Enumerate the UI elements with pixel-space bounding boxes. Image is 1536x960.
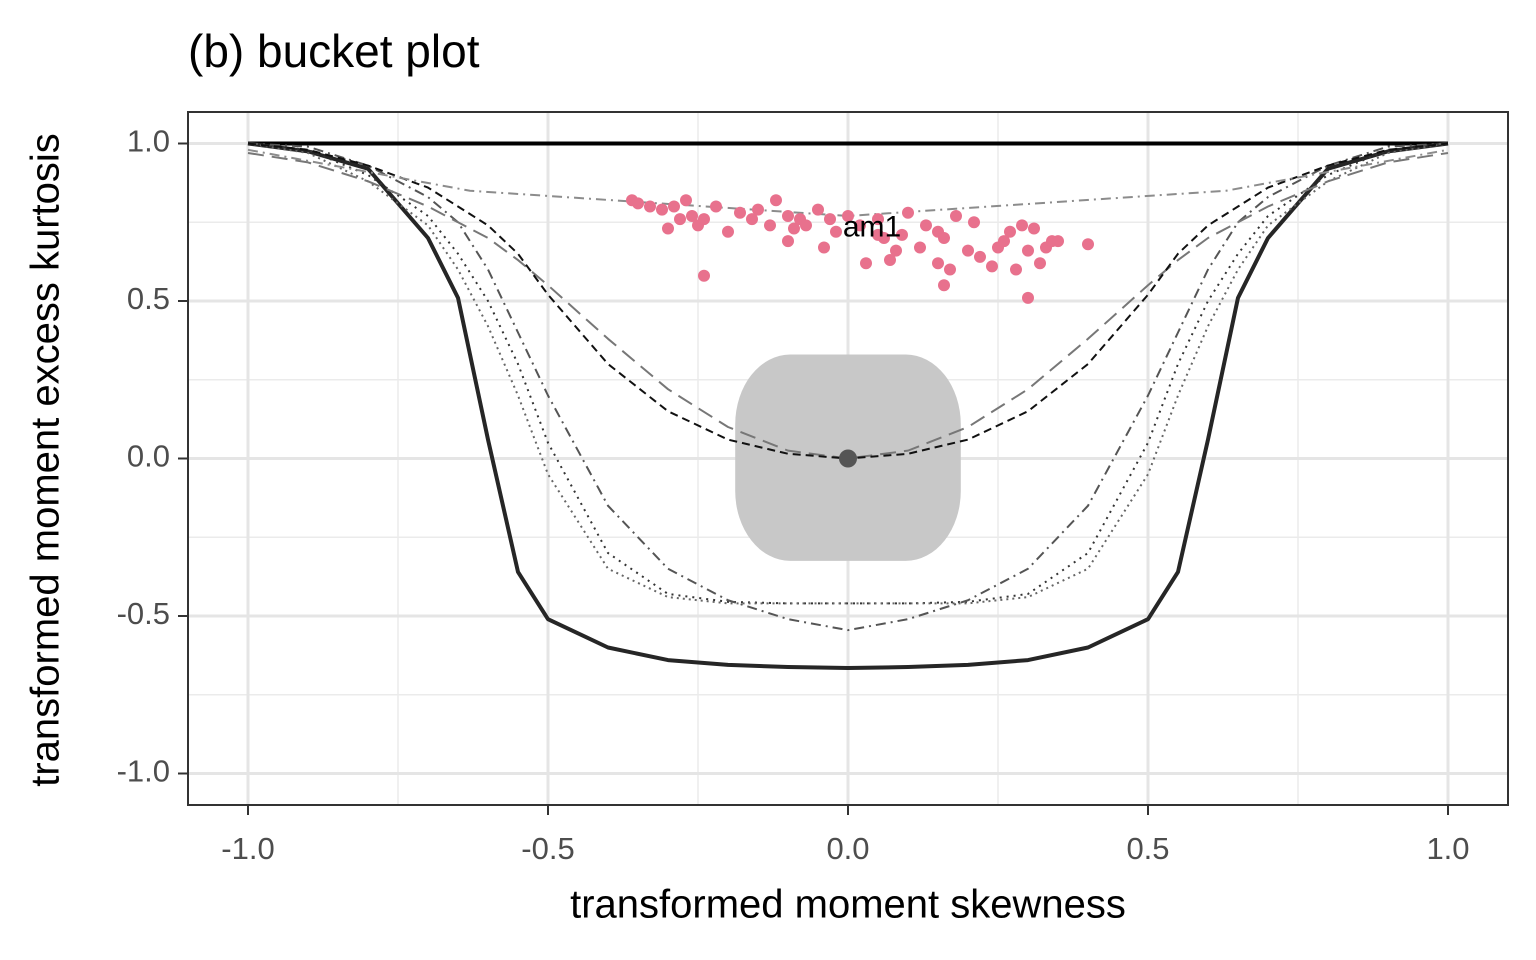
point: [746, 213, 758, 226]
point: [1028, 222, 1040, 235]
point: [884, 254, 896, 267]
point: [830, 225, 842, 238]
point: [938, 232, 950, 244]
point: [986, 260, 998, 273]
point: [800, 219, 812, 232]
curve: [247, 148, 1449, 217]
point: [818, 241, 830, 254]
y-axis-label: transformed moment excess kurtosis: [24, 133, 68, 787]
point: [854, 219, 866, 232]
x-tick-label: -1.0: [221, 831, 274, 866]
curve: [247, 142, 1449, 605]
point: [890, 244, 902, 257]
point: [680, 194, 692, 207]
point: [722, 225, 734, 238]
point: [1034, 257, 1046, 270]
y-tick-label: 0.0: [127, 439, 170, 474]
point: [752, 203, 764, 216]
point: [872, 213, 884, 226]
point: [1082, 238, 1094, 251]
point: [842, 209, 854, 222]
point: [782, 209, 794, 222]
annotation: am1: [843, 210, 901, 243]
point: [698, 213, 710, 226]
point: [812, 203, 824, 216]
point: [872, 228, 884, 241]
point: [632, 197, 644, 210]
point: [932, 257, 944, 270]
x-tick-label: 0.5: [1126, 831, 1169, 866]
y-tick-label: -0.5: [117, 596, 170, 631]
y-tick-label: -1.0: [117, 754, 170, 789]
x-tick-label: 0.0: [826, 831, 869, 866]
point: [1010, 263, 1022, 276]
point: [824, 213, 836, 226]
point: [1022, 244, 1034, 257]
x-tick-label: 1.0: [1426, 831, 1469, 866]
point: [1004, 225, 1016, 238]
point: [764, 219, 776, 232]
point: [674, 213, 686, 226]
point: [1052, 235, 1064, 248]
point: [902, 206, 914, 219]
point: [839, 449, 857, 468]
point: [644, 200, 656, 213]
point: [968, 216, 980, 229]
chart-title: (b) bucket plot: [188, 25, 480, 77]
point: [860, 257, 872, 270]
point: [896, 228, 908, 241]
point: [962, 244, 974, 257]
point: [686, 209, 698, 222]
x-axis-label: transformed moment skewness: [570, 883, 1126, 927]
panel-border: [187, 111, 1509, 806]
point: [938, 279, 950, 292]
point: [920, 219, 932, 232]
point: [770, 194, 782, 207]
point: [782, 235, 794, 248]
point: [656, 203, 668, 216]
curve: [247, 141, 1449, 670]
point: [944, 263, 956, 276]
point: [974, 250, 986, 263]
x-tick-label: -0.5: [521, 831, 574, 866]
y-tick-label: 0.5: [127, 281, 170, 316]
point: [788, 222, 800, 235]
point: [734, 206, 746, 219]
y-tick-label: 1.0: [127, 124, 170, 159]
point: [668, 200, 680, 213]
point: [1022, 291, 1034, 304]
point: [1016, 219, 1028, 232]
point: [710, 200, 722, 213]
point: [698, 269, 710, 282]
point: [662, 222, 674, 235]
point: [950, 209, 962, 222]
point: [998, 235, 1010, 248]
point: [914, 241, 926, 254]
